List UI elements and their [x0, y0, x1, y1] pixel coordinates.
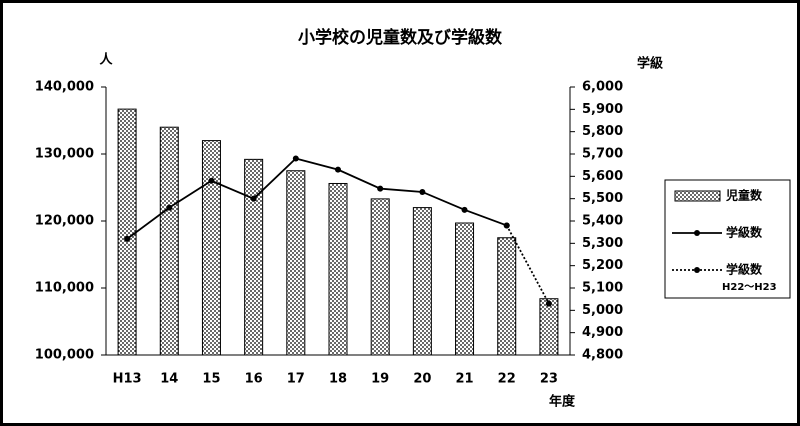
y2-tick-label: 5,500 [582, 191, 623, 206]
x-tick-label: 19 [371, 372, 389, 387]
chart-title: 小学校の児童数及び学級数 [298, 27, 503, 48]
line-marker [377, 185, 384, 192]
bar [497, 237, 517, 356]
y2-tick-label: 6,000 [582, 80, 623, 95]
line-marker [208, 177, 215, 184]
y2-tick-label: 5,600 [582, 169, 623, 184]
line-marker [166, 204, 173, 211]
bar [117, 108, 137, 356]
y2-tick-label: 5,400 [582, 214, 623, 229]
bar [455, 222, 475, 356]
x-tick-label: 14 [160, 372, 178, 387]
bar [244, 158, 264, 356]
y-tick-label: 130,000 [35, 147, 94, 162]
y2-tick-label: 5,300 [582, 236, 623, 251]
x-tick-label: 22 [498, 372, 516, 387]
y2-tick-label: 5,200 [582, 258, 623, 273]
y-tick-label: 140,000 [35, 80, 94, 95]
x-tick-label: H13 [113, 372, 142, 387]
line-marker [419, 188, 426, 195]
x-axis-label: 年度 [549, 394, 576, 410]
bar [412, 207, 432, 356]
legend-label: 児童数 [725, 188, 763, 203]
legend-marker [694, 230, 700, 236]
bar [370, 198, 390, 356]
line-marker [124, 235, 131, 242]
x-tick-label: 21 [455, 372, 473, 387]
legend-swatch [674, 190, 721, 202]
x-tick-label: 18 [329, 372, 347, 387]
line [126, 157, 508, 240]
y-axis-label: 人 [99, 52, 113, 68]
y2-tick-label: 5,800 [582, 124, 623, 139]
line-marker [545, 300, 552, 307]
bar [539, 298, 559, 356]
y2-tick-label: 5,100 [582, 281, 623, 296]
legend-label: 学級数 [726, 225, 763, 240]
y-tick-label: 100,000 [35, 348, 94, 363]
y2-tick-label: 4,900 [582, 325, 623, 340]
line-marker [461, 206, 468, 213]
bar [286, 170, 306, 356]
x-tick-label: 23 [540, 372, 558, 387]
line-marker [335, 166, 341, 173]
line [505, 225, 550, 305]
line-marker [292, 155, 299, 162]
y2-tick-label: 4,800 [582, 348, 623, 363]
line-marker [503, 222, 510, 229]
x-tick-label: 20 [413, 372, 431, 387]
y2-tick-label: 5,900 [582, 102, 623, 117]
bar [201, 140, 221, 356]
legend-note: H22～H23 [722, 282, 777, 293]
y-tick-label: 120,000 [35, 214, 94, 229]
legend-label: 学級数 [726, 262, 763, 277]
x-tick-label: 16 [245, 372, 263, 387]
bar [159, 126, 179, 356]
y2-tick-label: 5,700 [582, 147, 623, 162]
y2-tick-label: 5,000 [582, 303, 623, 318]
bar [328, 182, 348, 356]
y-tick-label: 110,000 [35, 281, 94, 296]
legend-marker [694, 267, 700, 273]
x-tick-label: 17 [287, 372, 305, 387]
x-tick-label: 15 [202, 372, 220, 387]
line-marker [250, 195, 257, 202]
y2-axis-label: 学級 [637, 56, 663, 72]
